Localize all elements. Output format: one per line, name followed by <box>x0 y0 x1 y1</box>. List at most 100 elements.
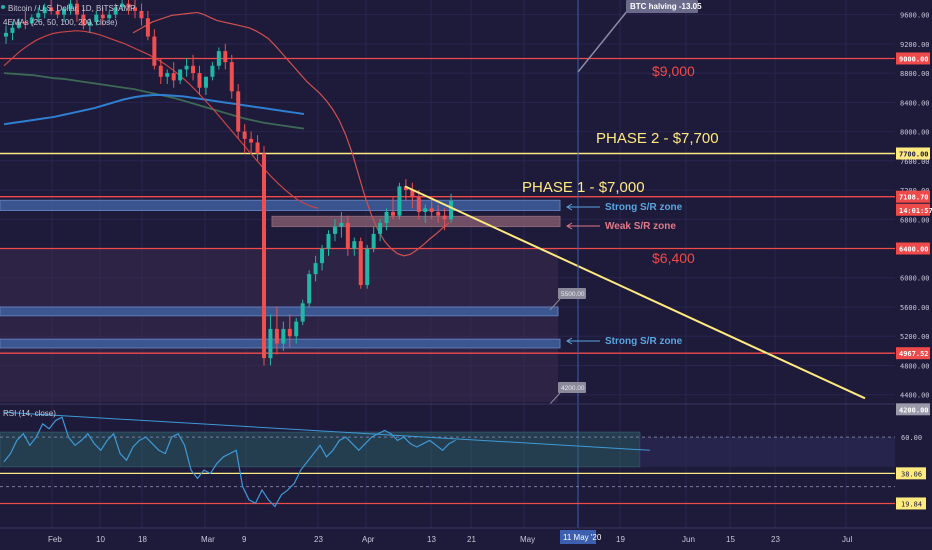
time-tick-label: Jun <box>682 535 695 544</box>
label-9000: $9,000 <box>652 63 695 79</box>
ema-26-line <box>132 11 450 257</box>
candle-body <box>16 21 21 28</box>
candle-body <box>255 142 260 154</box>
rsi-trendline <box>3 411 651 451</box>
label-6400: $6,400 <box>652 250 695 266</box>
candle-body <box>81 14 86 26</box>
candle-body <box>171 73 176 81</box>
candle-body <box>242 131 247 139</box>
candle-body <box>158 65 163 77</box>
price-label: 7108.70 <box>899 194 929 202</box>
candle-body <box>184 65 189 70</box>
strong-zone-2-label: Strong S/R zone <box>605 336 683 347</box>
label-phase1: PHASE 1 - $7,000 <box>522 179 645 196</box>
price-tick-label: 8400.00 <box>900 99 930 107</box>
candle-body <box>365 248 370 286</box>
price-tick-label: 5200.00 <box>900 333 930 341</box>
candle-body <box>391 211 395 216</box>
ema-200-line <box>3 72 305 130</box>
candle-body <box>410 190 415 198</box>
rsi-axis-label-bg <box>896 467 926 480</box>
ema-legend: 4EMAs (26, 50, 100, 200, close) <box>3 18 118 27</box>
weak-zone-arrowhead <box>566 222 573 230</box>
strong-zone-2-arrowhead <box>566 337 573 345</box>
price-label-bg <box>896 242 930 255</box>
label-phase2: PHASE 2 - $7,700 <box>596 130 719 147</box>
candle-body <box>55 10 60 15</box>
rsi-axis-label: 38.06 <box>901 470 922 478</box>
candle-body <box>36 13 41 18</box>
time-tick-label: May <box>520 535 535 544</box>
candle-body <box>423 208 428 212</box>
candle-body <box>216 51 221 66</box>
time-tick-label: Apr <box>362 535 375 544</box>
candle-body <box>62 8 67 15</box>
price-label-bg <box>896 147 930 160</box>
price-label-bg <box>896 52 930 65</box>
price-label-bg <box>896 203 930 216</box>
price-tick-label: 5600.00 <box>900 304 930 312</box>
candle-body <box>307 274 312 304</box>
price-axis-bg <box>895 0 932 528</box>
price-tick-label: 4400.00 <box>900 392 930 400</box>
price-label-bg <box>896 403 930 416</box>
time-tick-label: 9 <box>242 535 247 544</box>
time-tick-label: 10 <box>96 535 105 544</box>
time-tick-label: 11 May '20 <box>563 533 602 542</box>
candle-body <box>339 222 344 227</box>
candle-body <box>74 3 79 15</box>
strong-zone-1-arrowhead <box>566 203 573 211</box>
price-tick-label: 9600.00 <box>900 12 930 20</box>
candle-body <box>436 211 441 216</box>
price-label: 4200.00 <box>899 406 929 414</box>
rsi-label: RSI (14, close) <box>3 409 56 418</box>
callout-5500: 5500.00 <box>561 291 585 298</box>
candle-body <box>120 3 125 8</box>
price-tick-label: 8800.00 <box>900 70 930 78</box>
price-tick-label: 7600.00 <box>900 158 930 166</box>
candle-body <box>126 3 131 8</box>
price-tick-label: 9200.00 <box>900 41 930 49</box>
candle-body <box>49 7 54 11</box>
time-tick-label: Jul <box>842 535 852 544</box>
price-label: 9000.00 <box>899 55 929 63</box>
rsi-band-ext <box>640 437 895 467</box>
halving-arrow <box>577 9 629 73</box>
candle-body <box>442 215 447 220</box>
time-axis-bg <box>0 528 932 550</box>
price-tick-label: 6000.00 <box>900 275 930 283</box>
candle-body <box>178 69 183 81</box>
candle-body <box>281 328 286 344</box>
candle-body <box>313 263 318 275</box>
strong-sr-zone-1 <box>0 199 561 212</box>
rsi-axis-label-bg <box>896 497 926 510</box>
candle-body <box>384 211 389 223</box>
descending-trendline <box>404 185 866 400</box>
strong-sr-zone-2 <box>0 306 559 317</box>
time-tick-label: 15 <box>726 535 735 544</box>
candle-body <box>68 3 73 9</box>
candle-body <box>268 328 273 359</box>
candle-body <box>352 241 357 249</box>
candle-body <box>287 328 292 337</box>
candle-body <box>152 36 157 66</box>
candle-body <box>42 7 47 14</box>
time-tick-label: Mar <box>201 535 215 544</box>
candle-body <box>236 91 241 132</box>
candle-body <box>274 328 279 344</box>
time-tick-label: 23 <box>771 535 780 544</box>
strong-zone-1-label: Strong S/R zone <box>605 202 683 213</box>
candle-body <box>139 10 144 19</box>
candle-body <box>345 222 350 249</box>
candle-body <box>326 233 331 249</box>
candle-body <box>223 51 228 63</box>
candle-body <box>429 208 434 212</box>
price-label-bg <box>896 347 930 360</box>
candle-body <box>449 201 454 220</box>
candle-body <box>262 153 266 359</box>
candle-body <box>371 233 376 249</box>
price-label-bg <box>896 190 930 203</box>
candle-body <box>229 62 234 92</box>
